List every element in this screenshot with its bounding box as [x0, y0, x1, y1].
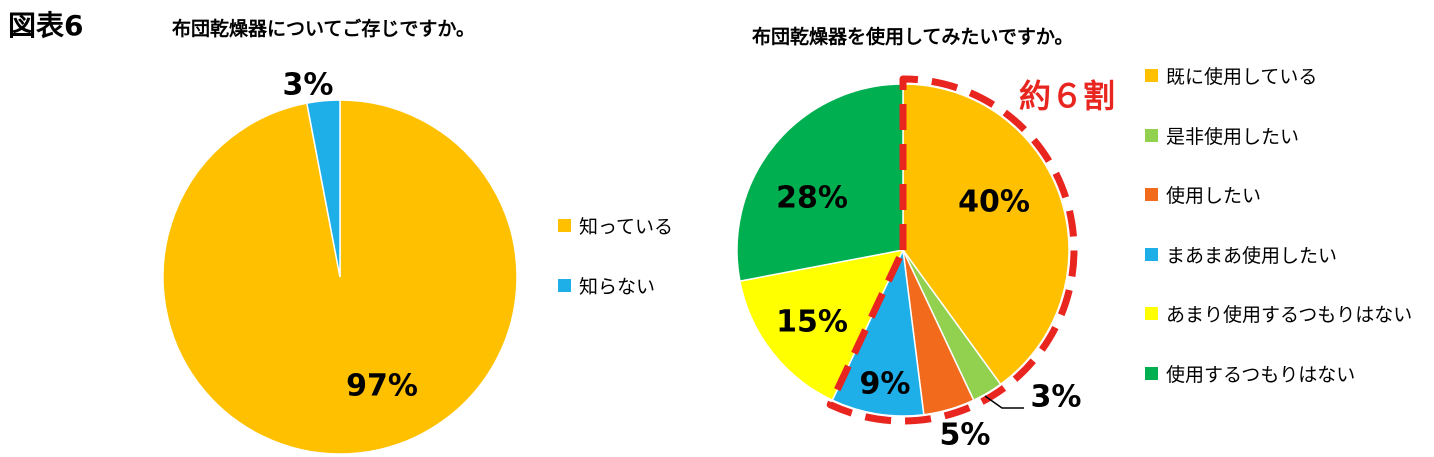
chart2-legend-label-5: 使用するつもりはない [1166, 363, 1356, 386]
chart1-slice-0 [162, 99, 518, 455]
chart2-legend-item-2: 使用したい [1145, 181, 1261, 208]
chart2-legend-label-3: まあまあ使用したい [1166, 244, 1338, 267]
chart2-legend-item-4: あまり使用するつもりはない [1145, 300, 1412, 327]
chart1-legend-swatch-1 [558, 279, 571, 292]
chart2-slice-0 [902, 83, 1070, 386]
chart2-legend-label-2: 使用したい [1166, 185, 1262, 207]
chart2-legend-item-5: 使用するつもりはない [1145, 360, 1355, 387]
chart2-legend-label-0: 既に使用している [1166, 66, 1318, 88]
chart2-slice-3 [831, 247, 925, 417]
chart2-leader-line [984, 395, 1024, 409]
chart1-legend-item-1: 知らない [558, 272, 655, 299]
chart1-legend-label-0: 知っている [579, 216, 674, 238]
chart2-legend-label-1: 是非使用したい [1166, 125, 1300, 148]
chart2-value-label-2: 5% [940, 418, 991, 453]
chart2-value-label-0: 40% [958, 185, 1030, 220]
chart2-legend-item-1: 是非使用したい [1145, 122, 1299, 149]
chart1-legend-label-1: 知らない [579, 276, 656, 298]
chart2-annotation: 約６割 [1019, 77, 1115, 115]
chart2-legend-swatch-1 [1145, 128, 1158, 142]
chart2-legend-item-3: まあまあ使用したい [1145, 241, 1337, 268]
chart2-legend-label-4: あまり使用するつもりはない [1166, 304, 1413, 326]
chart2-value-label-3: 9% [860, 367, 911, 402]
chart2-legend-swatch-0 [1145, 69, 1158, 82]
figure-label: 図表6 [8, 9, 84, 42]
chart1-title: 布団乾燥器についてご存じですか。 [172, 18, 476, 40]
chart2-value-label-5: 28% [776, 181, 848, 216]
chart2-legend-swatch-4 [1145, 307, 1158, 320]
chart1-slice-1 [305, 99, 341, 278]
chart1-value-label-0: 97% [346, 369, 418, 404]
chart1-legend-swatch-0 [558, 219, 571, 232]
chart2-slice-4 [739, 248, 905, 402]
chart2-legend-swatch-3 [1145, 247, 1158, 261]
chart2-legend-item-0: 既に使用している [1145, 62, 1317, 89]
chart2-legend-swatch-5 [1145, 366, 1158, 380]
chart2-highlight-outline [826, 75, 1078, 425]
chart2-value-label-1: 3% [1031, 380, 1082, 415]
chart2-slice-5 [736, 83, 904, 282]
chart1-legend-item-0: 知っている [558, 212, 673, 239]
chart2-title: 布団乾燥器を使用してみたいですか。 [752, 26, 1074, 48]
chart2-legend-swatch-2 [1145, 188, 1158, 201]
chart1-value-label-1: 3% [283, 68, 334, 103]
chart2-value-label-4: 15% [776, 305, 848, 340]
